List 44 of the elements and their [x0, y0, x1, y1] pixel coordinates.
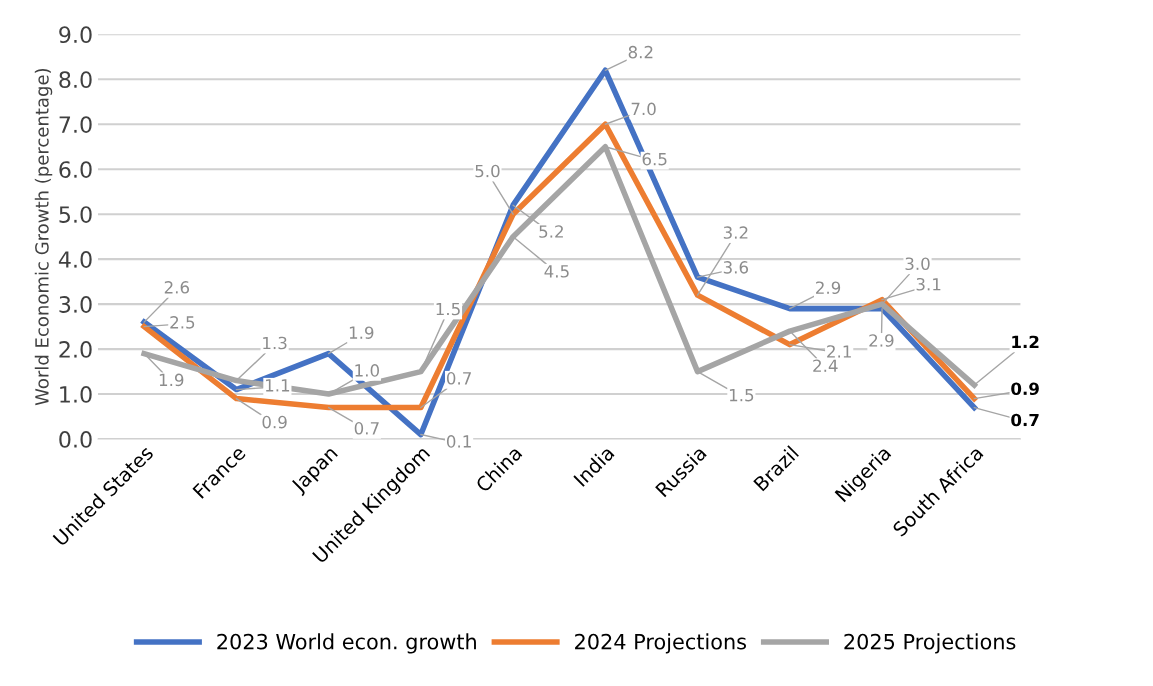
- legend-label: 2023 World econ. growth: [217, 633, 476, 654]
- y-tick-label: 8.0: [59, 71, 92, 89]
- data-label: 0.7: [446, 372, 471, 385]
- data-label: 0.7: [1011, 413, 1039, 427]
- data-label: 1.9: [159, 373, 184, 387]
- y-tick-label: 9.0: [59, 26, 92, 44]
- y-axis-title: World Economic Growth (percentage): [34, 68, 53, 406]
- data-label: 0.9: [1011, 382, 1039, 396]
- data-label: 2.1: [827, 345, 851, 358]
- data-label: 6.5: [642, 152, 667, 166]
- data-label: 1.2: [1012, 335, 1039, 349]
- data-label: 3.1: [916, 277, 941, 291]
- data-label: 2.5: [170, 316, 195, 329]
- legend-label: 2025 Projections: [844, 633, 1016, 654]
- data-label: 1.0: [355, 364, 379, 377]
- y-tick-label: 0.0: [59, 430, 92, 448]
- data-label: 3.2: [723, 226, 748, 239]
- data-label: 0.1: [446, 435, 471, 448]
- data-label: 8.2: [628, 45, 653, 59]
- data-label: 3.0: [905, 257, 930, 271]
- y-tick-label: 5.0: [59, 206, 92, 223]
- y-tick-label: 1.0: [60, 386, 92, 403]
- data-label: 2.9: [816, 281, 841, 295]
- data-label: 7.0: [631, 102, 656, 116]
- data-label: 2.6: [164, 281, 190, 294]
- data-label: 0.9: [262, 415, 287, 429]
- y-tick-label: 7.0: [59, 116, 92, 133]
- y-tick-label: 3.0: [59, 296, 92, 313]
- data-label: 3.6: [723, 261, 749, 274]
- data-label: 0.7: [354, 422, 379, 435]
- data-label: 1.3: [263, 336, 287, 350]
- data-label: 5.2: [539, 225, 563, 238]
- legend-label: 2024 Projections: [575, 633, 747, 654]
- data-label: 1.5: [436, 302, 460, 316]
- data-label: 2.4: [813, 359, 838, 372]
- data-label: 5.0: [475, 164, 500, 178]
- data-label: 1.9: [349, 326, 374, 339]
- data-label: 2.9: [869, 334, 894, 347]
- data-label: 1.5: [729, 389, 754, 402]
- y-tick-label: 4.0: [58, 251, 92, 268]
- data-label: 1.1: [265, 379, 290, 392]
- data-label: 4.5: [544, 265, 569, 278]
- y-tick-label: 6.0: [59, 161, 92, 178]
- y-tick-label: 2.0: [59, 341, 92, 358]
